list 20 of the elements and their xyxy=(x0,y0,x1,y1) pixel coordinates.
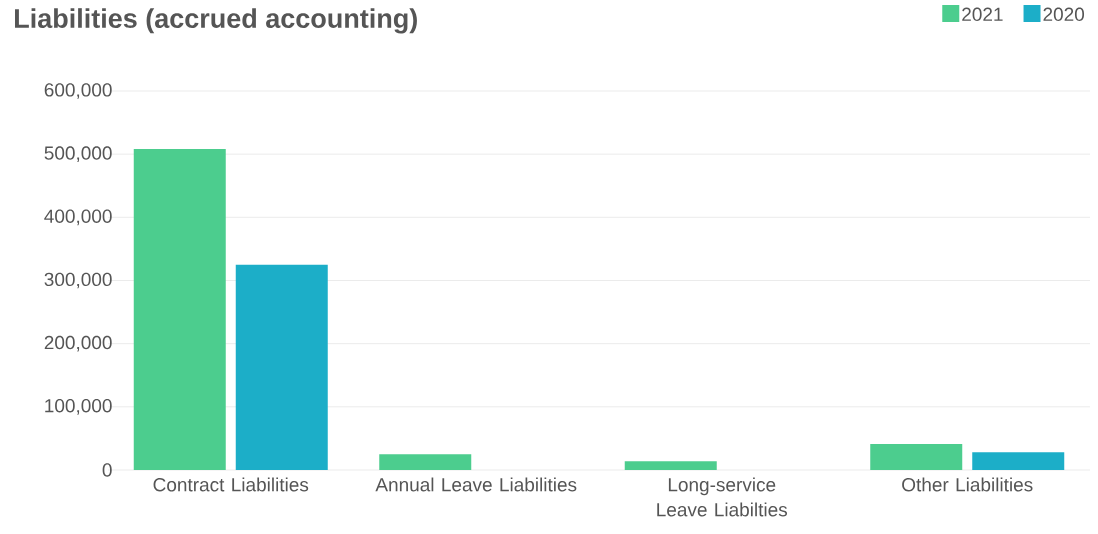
bar xyxy=(235,264,328,470)
legend-label: 2021 xyxy=(962,7,1003,22)
bar xyxy=(624,461,717,470)
x-tick-label: Long-service Leave Liabilties xyxy=(657,477,788,517)
x-tick-label: Contract Liabilities xyxy=(153,477,309,492)
y-tick-label: 500,000 xyxy=(44,146,112,163)
y-tick-label: 0 xyxy=(102,463,112,477)
bar xyxy=(379,454,472,470)
y-tick-label: 300,000 xyxy=(44,272,112,289)
legend-label: 2020 xyxy=(1043,7,1085,22)
bar xyxy=(972,452,1065,470)
bar xyxy=(133,149,226,470)
y-tick-label: 600,000 xyxy=(44,83,112,99)
chart-title: Liabilities (accrued accounting) xyxy=(15,8,417,34)
y-tick-label: 100,000 xyxy=(45,398,112,415)
x-tick-label: Other Liabilities xyxy=(902,477,1033,492)
bar xyxy=(870,444,963,470)
x-tick-label: Annual Leave Liabilities xyxy=(375,477,577,492)
y-tick-label: 400,000 xyxy=(44,209,112,226)
y-tick-label: 200,000 xyxy=(44,335,112,352)
